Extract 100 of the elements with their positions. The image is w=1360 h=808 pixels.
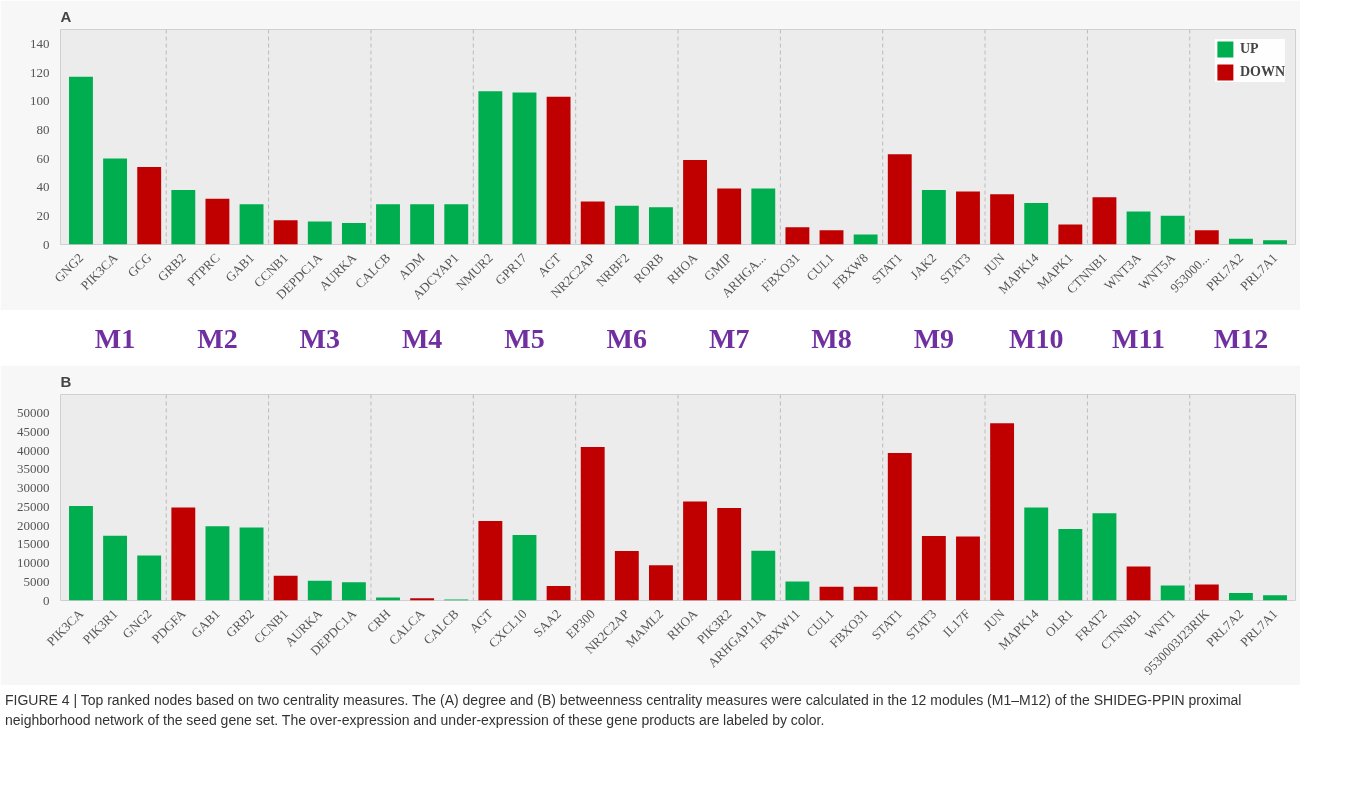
bar <box>614 551 639 601</box>
y-tick-label: 45000 <box>17 423 50 439</box>
bar <box>1058 224 1083 245</box>
bar <box>683 501 707 601</box>
y-tick-label: 50000 <box>17 405 50 421</box>
bar <box>853 586 878 601</box>
y-tick-label: 120 <box>30 64 50 80</box>
bar <box>512 92 537 245</box>
bar <box>1126 566 1151 601</box>
legend-label: UP <box>1239 41 1260 57</box>
text: M10 <box>1009 322 1064 354</box>
bar <box>580 201 605 245</box>
bar <box>921 190 946 245</box>
y-tick-label: 30000 <box>17 480 50 496</box>
bar <box>273 575 298 601</box>
text: M7 <box>708 322 750 354</box>
bar <box>341 223 366 245</box>
bar <box>649 565 673 601</box>
text: M3 <box>299 322 341 354</box>
y-tick-label: 0 <box>43 592 50 608</box>
bar <box>1092 513 1117 601</box>
bar <box>546 585 571 601</box>
bar <box>1058 528 1083 601</box>
bar <box>956 536 980 601</box>
y-tick-label: 0 <box>43 236 50 252</box>
bar <box>239 527 264 601</box>
bar <box>239 204 264 245</box>
bar <box>717 507 742 601</box>
bar <box>614 205 639 245</box>
y-tick-label: 40 <box>36 179 50 195</box>
y-tick-label: 60 <box>36 150 50 166</box>
y-tick-label: 80 <box>36 121 50 137</box>
bar <box>1194 584 1219 601</box>
bar <box>1194 230 1219 245</box>
y-tick-label: 20 <box>36 207 50 223</box>
bar <box>171 190 196 245</box>
bar <box>376 204 400 245</box>
bar <box>819 230 844 245</box>
text: M8 <box>811 322 852 354</box>
bar <box>444 204 469 245</box>
chart-title: B <box>60 372 72 390</box>
bar <box>921 536 946 601</box>
y-tick-label: 10000 <box>17 555 50 571</box>
bar <box>649 207 673 245</box>
y-tick-label: 25000 <box>17 498 50 514</box>
bar <box>580 446 605 601</box>
bar <box>205 526 230 601</box>
bar <box>1263 240 1287 245</box>
text: M12 <box>1213 322 1269 354</box>
bar <box>683 159 707 245</box>
y-tick-label: 20000 <box>17 517 50 533</box>
bar <box>410 204 435 245</box>
bar <box>956 191 980 245</box>
bar <box>478 521 503 601</box>
chart-title: A <box>60 7 72 25</box>
bar <box>751 188 776 245</box>
x-tick-label: GCG <box>124 250 155 281</box>
bar <box>1024 202 1049 245</box>
bar <box>990 194 1015 245</box>
bar <box>137 167 162 245</box>
y-tick-label: 15000 <box>17 536 50 552</box>
text: M9 <box>913 322 955 354</box>
text: M6 <box>606 322 648 354</box>
bar <box>717 188 742 245</box>
bar <box>990 423 1015 601</box>
bar <box>307 221 332 245</box>
bar <box>887 154 912 245</box>
y-tick-label: 100 <box>30 93 50 109</box>
bar <box>512 534 537 601</box>
bar <box>785 227 810 245</box>
bar <box>205 198 230 245</box>
bar <box>819 586 844 601</box>
bar <box>751 550 776 601</box>
bar <box>1160 215 1185 245</box>
bar <box>1160 585 1185 601</box>
bar <box>1126 211 1151 245</box>
bar <box>478 91 503 245</box>
legend-label: DOWN <box>1239 64 1285 80</box>
bar <box>273 220 298 245</box>
text: M11 <box>1112 322 1166 354</box>
bar <box>137 555 162 601</box>
bar <box>1024 507 1049 601</box>
bar <box>69 506 93 601</box>
bar <box>341 582 366 601</box>
y-tick-label: 35000 <box>17 461 50 477</box>
bar <box>1228 593 1253 601</box>
text: M5 <box>504 322 545 354</box>
text: M4 <box>401 322 443 354</box>
bar <box>546 96 571 245</box>
text: M2 <box>197 322 238 354</box>
bar <box>171 507 196 601</box>
bar <box>307 580 332 601</box>
bar <box>103 535 128 601</box>
y-tick-label: 5000 <box>23 573 50 589</box>
bar <box>103 158 128 245</box>
bar <box>69 76 93 245</box>
y-tick-label: 140 <box>30 35 50 51</box>
bar <box>853 234 878 245</box>
bar <box>887 452 912 601</box>
bar <box>1263 595 1287 601</box>
